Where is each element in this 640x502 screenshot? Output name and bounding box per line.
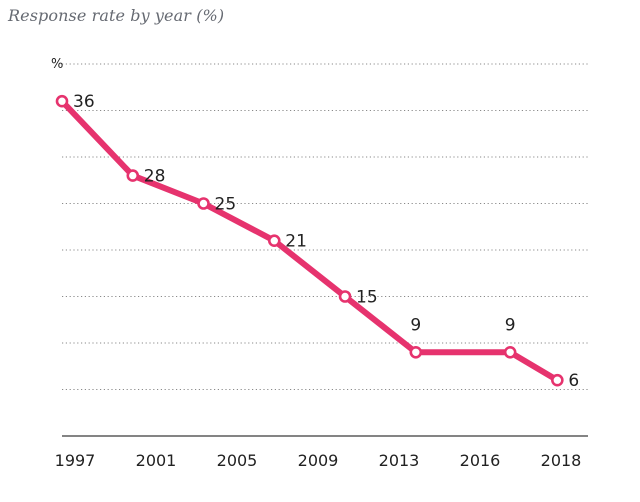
data-label: 6 — [568, 371, 579, 391]
x-tick-label: 2005 — [217, 451, 258, 470]
y-unit-label: % — [51, 57, 63, 72]
data-point — [197, 197, 210, 210]
data-point — [267, 234, 281, 247]
data-label: 28 — [144, 167, 166, 187]
data-point — [338, 290, 352, 303]
x-tick-label: 2001 — [136, 451, 177, 470]
data-point — [409, 345, 423, 359]
data-label: 36 — [73, 92, 95, 112]
series-line — [59, 98, 561, 384]
data-point — [126, 169, 140, 182]
chart-title: Response rate by year (%) — [8, 6, 225, 25]
gridlines — [62, 63, 588, 390]
x-tick-label: 2016 — [460, 451, 501, 470]
data-label: 9 — [410, 315, 421, 335]
data-point — [503, 345, 517, 359]
data-label: 25 — [215, 195, 237, 215]
x-tick-label: 2018 — [541, 451, 582, 470]
data-label: 15 — [356, 288, 378, 308]
x-tick-labels: 1997 2001 2005 2009 2013 2016 2018 — [55, 451, 582, 470]
x-tick-label: 2009 — [298, 451, 339, 470]
series-group: 36 28 25 21 15 9 9 6 — [55, 92, 579, 391]
data-label: 9 — [505, 315, 516, 335]
data-label: 21 — [285, 232, 307, 252]
data-point — [55, 94, 69, 108]
data-point — [551, 373, 564, 387]
x-tick-label: 2013 — [379, 451, 420, 470]
x-tick-label: 1997 — [55, 451, 96, 470]
